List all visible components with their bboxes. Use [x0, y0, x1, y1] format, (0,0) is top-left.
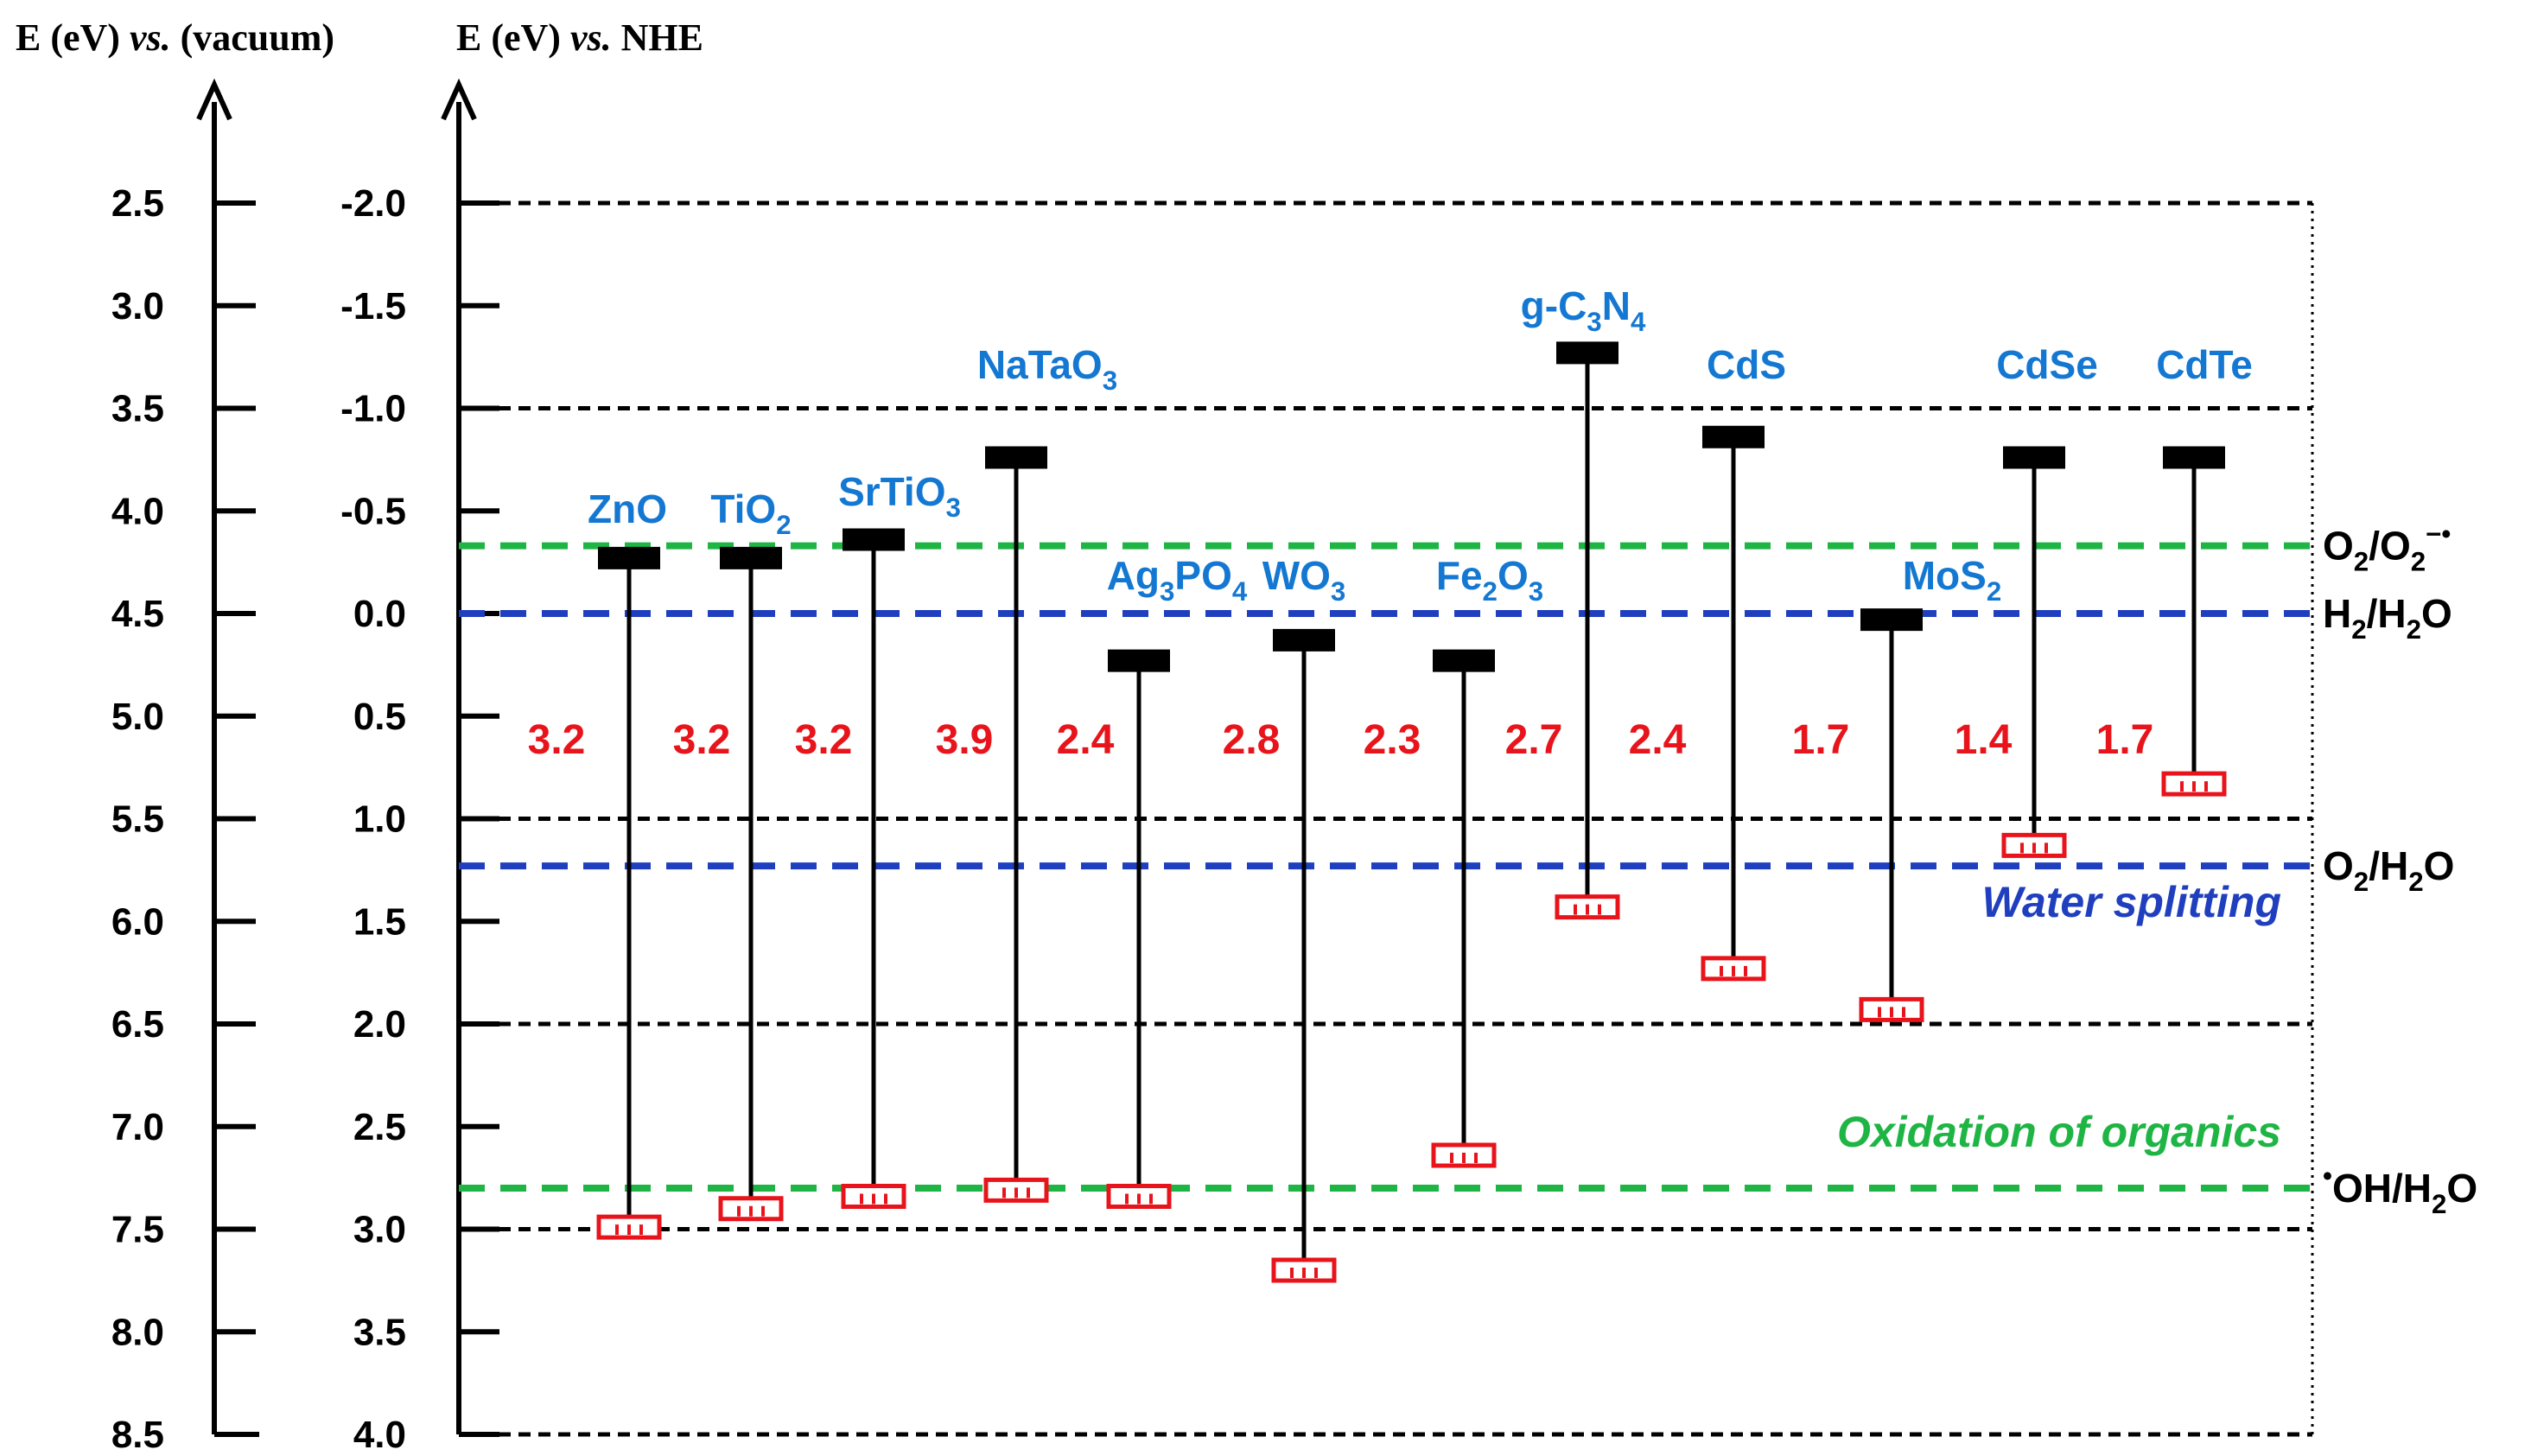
- valence-band-box: [1555, 894, 1620, 920]
- reference-line-label: O2​/O2​−•​: [2323, 518, 2451, 576]
- band-gap-label: 3.2: [528, 717, 586, 763]
- conduction-band-bar: [1860, 608, 1923, 632]
- vacuum-tick-label: 3.5: [111, 388, 164, 430]
- conduction-band-bar: [1108, 649, 1170, 672]
- band-gap-label: 2.3: [1364, 717, 1421, 763]
- nhe-tick-label: -1.5: [340, 285, 406, 327]
- band-gap-label: 1.7: [1792, 717, 1850, 763]
- valence-band-box: [1431, 1142, 1497, 1168]
- vacuum-axis-title: E (eV) vs. (vacuum): [16, 16, 334, 59]
- conduction-band-bar: [720, 546, 782, 569]
- nhe-tick-label: -1.0: [340, 388, 406, 430]
- material-label: NaTaO3​: [977, 342, 1117, 396]
- material-label: Fe2​O3​: [1436, 553, 1543, 607]
- band-gap-label: 2.4: [1057, 717, 1115, 763]
- band-gap-label: 3.2: [673, 717, 731, 763]
- band-gap-label: 2.8: [1223, 717, 1281, 763]
- reference-lines: [459, 542, 2312, 1192]
- vacuum-tick-label: 8.0: [111, 1311, 164, 1353]
- region-label: Oxidation of organics: [1837, 1108, 2281, 1156]
- valence-band-box: [2161, 771, 2227, 797]
- conduction-band-bar: [1433, 649, 1495, 672]
- material-label: WO3​: [1262, 553, 1346, 607]
- material-label: CdSe: [1996, 342, 2098, 387]
- conduction-band-bar: [598, 546, 660, 569]
- material-label: CdTe: [2156, 342, 2253, 387]
- nhe-tick-label: 4.0: [353, 1414, 406, 1456]
- band-gap-label: 1.4: [1955, 717, 2013, 763]
- conduction-band-bar: [2003, 446, 2065, 469]
- valence-band-box: [1859, 996, 1924, 1022]
- valence-band-rect: [1271, 1257, 1337, 1283]
- valence-band-box: [718, 1196, 784, 1222]
- vacuum-tick-label: 7.0: [111, 1106, 164, 1148]
- vacuum-tick-label: 8.5: [111, 1414, 164, 1456]
- chart-labels: E (eV) vs. (vacuum) E (eV) vs. NHE 2.5 3.0 3…: [16, 16, 2477, 1456]
- vacuum-tick-label: 5.0: [111, 696, 164, 738]
- band-gap-label: 3.9: [936, 717, 994, 763]
- material-label: Ag3​PO4​: [1107, 553, 1248, 607]
- nhe-tick-label: 1.5: [353, 900, 406, 943]
- nhe-tick-label: 0.0: [353, 593, 406, 635]
- semiconductor-bands: [596, 341, 2227, 1283]
- band-gap-label: 1.7: [2096, 717, 2154, 763]
- valence-band-box: [1271, 1257, 1337, 1283]
- grid-lines: [459, 200, 2314, 1437]
- vacuum-tick-label: 5.5: [111, 798, 164, 841]
- material-label: CdS: [1707, 342, 1786, 387]
- vacuum-tick-label: 6.0: [111, 900, 164, 943]
- valence-band-box: [841, 1184, 906, 1209]
- vacuum-tick-label: 6.5: [111, 1003, 164, 1046]
- conduction-band-bar: [1273, 628, 1335, 652]
- reference-line-label: O2​/H2​O: [2323, 843, 2454, 897]
- conduction-band-bar: [2163, 446, 2225, 469]
- nhe-axis-title: E (eV) vs. NHE: [456, 16, 703, 59]
- conduction-band-bar: [985, 446, 1047, 469]
- nhe-tick-label: 3.0: [353, 1209, 406, 1251]
- vacuum-tick-label: 3.0: [111, 285, 164, 327]
- nhe-tick-label: -0.5: [340, 490, 406, 532]
- vacuum-tick-label: 7.5: [111, 1209, 164, 1251]
- valence-band-box: [596, 1214, 662, 1240]
- vacuum-tick-label: 4.5: [111, 593, 164, 635]
- material-label: SrTiO3​: [838, 469, 961, 523]
- nhe-axis-arrow: [441, 78, 477, 121]
- material-label: g-C3​N4​: [1521, 283, 1646, 337]
- material-label: TiO2​: [710, 486, 791, 540]
- nhe-tick-label: 1.0: [353, 798, 406, 841]
- reference-line-label: •​OH/H2​O: [2323, 1161, 2477, 1219]
- nhe-tick-label: 2.0: [353, 1003, 406, 1046]
- vacuum-axis-arrow: [196, 78, 232, 121]
- nhe-tick-label: 3.5: [353, 1311, 406, 1353]
- material-label: MoS2​: [1903, 553, 2002, 607]
- axes: [196, 78, 499, 1437]
- conduction-band-bar: [1556, 341, 1618, 365]
- band-gap-label: 2.7: [1505, 717, 1563, 763]
- valence-band-box: [2001, 832, 2067, 858]
- valence-band-box: [983, 1177, 1049, 1203]
- vacuum-tick-label: 4.0: [111, 490, 164, 532]
- valence-band-box: [1106, 1184, 1172, 1209]
- band-gap-label: 3.2: [795, 717, 853, 763]
- nhe-tick-label: 0.5: [353, 696, 406, 738]
- conduction-band-bar: [843, 528, 905, 551]
- band-gap-label: 2.4: [1629, 717, 1687, 763]
- region-label: Water splitting: [1982, 878, 2281, 926]
- vacuum-tick-label: 2.5: [111, 182, 164, 225]
- valence-band-box: [1701, 956, 1766, 982]
- material-label: ZnO: [588, 486, 667, 531]
- reference-line-label: H2​/H2​O: [2323, 591, 2452, 645]
- conduction-band-bar: [1702, 425, 1765, 448]
- nhe-tick-label: -2.0: [340, 182, 406, 225]
- nhe-tick-label: 2.5: [353, 1106, 406, 1148]
